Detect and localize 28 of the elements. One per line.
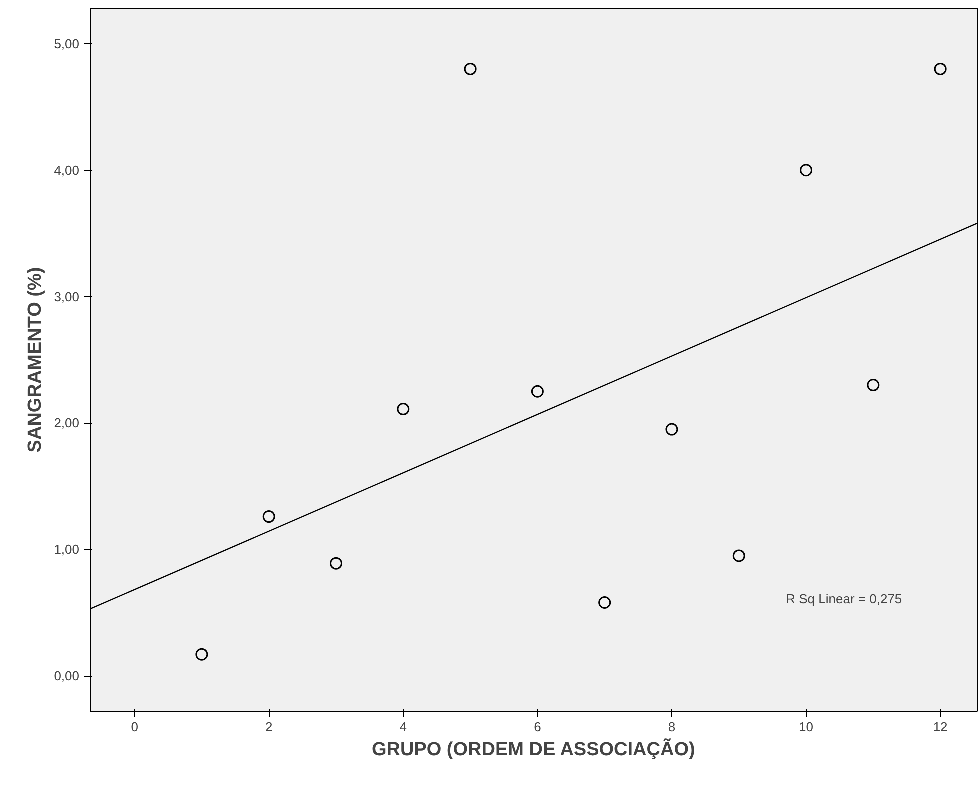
point [397,403,410,416]
point [464,62,477,76]
y-tick-label: 4,00 [54,162,80,178]
x-axis-title: GRUPO (ORDEM DE ASSOCIAÇÃO) [372,738,696,760]
point [598,596,612,609]
x-tick-label: 6 [534,720,542,734]
x-tick-label: 10 [799,720,814,734]
point [934,62,947,76]
point [262,510,276,524]
y-tick-label: 3,00 [54,289,80,304]
annotation: R Sq Linear = 0,275 [786,592,902,607]
y-tick-label: 1,00 [54,542,80,558]
x-tick-label: 4 [400,720,408,734]
point [196,648,208,661]
x-tick-label: 2 [265,720,273,734]
point [666,423,678,436]
y-tick-label: 2,00 [54,416,80,431]
y-axis-title: SANGRAMENTO (%) [25,267,46,453]
point [330,557,343,570]
x-tick-label: 0 [131,720,138,734]
x-tick-label: 8 [668,720,676,734]
point [732,550,746,562]
point [867,379,880,392]
y-tick-label: 0,00 [54,668,80,684]
x-tick-label: 12 [933,720,948,734]
y-tick-label: 5,00 [54,36,80,52]
point [800,164,813,177]
point [531,385,544,398]
